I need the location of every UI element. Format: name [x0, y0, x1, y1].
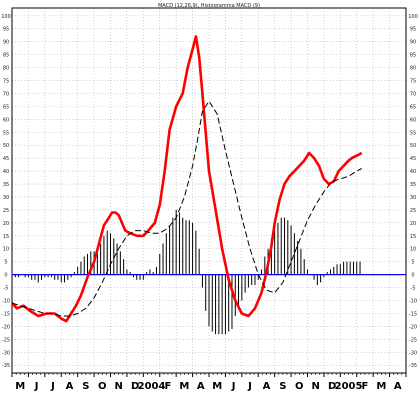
y-tick-label-left: 80: [3, 66, 9, 72]
y-tick-label-left: 60: [3, 117, 9, 123]
y-tick-label-left: 65: [3, 104, 9, 110]
x-tick-label: O: [295, 381, 304, 392]
y-tick-label-right: 55: [410, 130, 416, 136]
x-tick-label: 2004: [138, 381, 166, 392]
y-tick-label-left: 15: [3, 234, 9, 240]
x-tick-label: M: [179, 381, 189, 392]
y-tick-label-right: 5: [411, 260, 414, 266]
chart-title: MACD (12,26,9), Histogramma MACD (9): [158, 3, 260, 9]
y-tick-label-left: 5: [4, 260, 7, 266]
y-tick-label-left: 95: [3, 27, 9, 33]
y-tick-label-left: 50: [3, 143, 9, 149]
y-tick-label-right: 20: [410, 221, 416, 227]
y-tick-label-right: 100: [408, 14, 418, 20]
y-tick-label-right: 60: [410, 117, 416, 123]
y-tick-label-left: -30: [2, 350, 10, 356]
y-tick-label-left: 45: [3, 156, 9, 162]
y-tick-label-left: -10: [2, 299, 10, 305]
y-tick-label-left: -25: [2, 337, 10, 343]
y-tick-label-right: 65: [410, 104, 416, 110]
y-tick-label-left: -15: [2, 311, 10, 317]
y-tick-label-left: 0: [4, 273, 7, 279]
histogram-layer: [14, 209, 361, 335]
x-tick-label: J: [34, 381, 39, 392]
y-tick-label-right: 0: [411, 273, 414, 279]
y-tick-label-left: 30: [3, 195, 9, 201]
x-tick-label: D: [131, 381, 139, 392]
y-tick-label-left: 35: [3, 182, 9, 188]
y-axis-left: 1009590858075706560555045403530252015105…: [1, 14, 11, 369]
x-tick-label: A: [197, 381, 205, 392]
y-tick-label-right: 25: [410, 208, 416, 214]
y-tick-label-right: 85: [410, 53, 416, 59]
x-tick-label: M: [376, 381, 386, 392]
y-tick-label-left: 90: [3, 40, 9, 46]
y-tick-label-right: 50: [410, 143, 416, 149]
x-tick-label: A: [66, 381, 74, 392]
y-tick-label-right: 90: [410, 40, 416, 46]
grid-layer: [12, 8, 406, 373]
x-tick-label: M: [15, 381, 25, 392]
y-tick-label-right: -20: [409, 324, 417, 330]
x-tick-label: F: [165, 381, 172, 392]
y-axis-right: 1009590858075706560555045403530252015105…: [408, 14, 418, 369]
y-tick-label-left: -5: [4, 286, 9, 292]
y-tick-label-right: -5: [411, 286, 416, 292]
y-tick-label-right: 10: [410, 247, 416, 253]
x-tick-label: J: [50, 381, 55, 392]
x-tick-label: J: [247, 381, 252, 392]
x-tick-label: S: [279, 381, 286, 392]
y-tick-label-left: 100: [1, 14, 11, 20]
y-tick-label-left: 75: [3, 78, 9, 84]
x-tick-label: A: [394, 381, 402, 392]
x-tick-label: F: [362, 381, 369, 392]
x-tick-label: S: [82, 381, 89, 392]
y-tick-label-left: 20: [3, 221, 9, 227]
y-tick-label-right: 35: [410, 182, 416, 188]
y-tick-label-left: -20: [2, 324, 10, 330]
y-tick-label-left: 70: [3, 91, 9, 97]
x-tick-label: J: [231, 381, 236, 392]
x-tick-label: A: [263, 381, 271, 392]
y-tick-label-right: -35: [409, 363, 417, 369]
signal-line: [11, 100, 362, 317]
y-tick-label-left: 85: [3, 53, 9, 59]
x-tick-label: D: [328, 381, 336, 392]
y-tick-label-left: 25: [3, 208, 9, 214]
x-tick-label: M: [212, 381, 222, 392]
y-tick-label-right: -30: [409, 350, 417, 356]
y-tick-label-right: 45: [410, 156, 416, 162]
y-tick-label-right: 40: [410, 169, 416, 175]
x-tick-label: N: [312, 381, 320, 392]
y-tick-label-left: -35: [2, 363, 10, 369]
lines-layer: [11, 35, 363, 323]
y-tick-label-right: -10: [409, 299, 417, 305]
x-tick-label: O: [98, 381, 107, 392]
y-tick-label-left: 10: [3, 247, 9, 253]
y-tick-label-left: 55: [3, 130, 9, 136]
macd-line: [11, 35, 363, 323]
y-tick-label-left: 40: [3, 169, 9, 175]
y-tick-label-right: 80: [410, 66, 416, 72]
y-tick-label-right: -15: [409, 311, 417, 317]
y-tick-label-right: 75: [410, 78, 416, 84]
x-tick-label: 2005: [335, 381, 363, 392]
y-tick-label-right: -25: [409, 337, 417, 343]
y-tick-label-right: 70: [410, 91, 416, 97]
x-tick-label: N: [115, 381, 123, 392]
y-tick-label-right: 95: [410, 27, 416, 33]
y-tick-label-right: 15: [410, 234, 416, 240]
y-tick-label-right: 30: [410, 195, 416, 201]
